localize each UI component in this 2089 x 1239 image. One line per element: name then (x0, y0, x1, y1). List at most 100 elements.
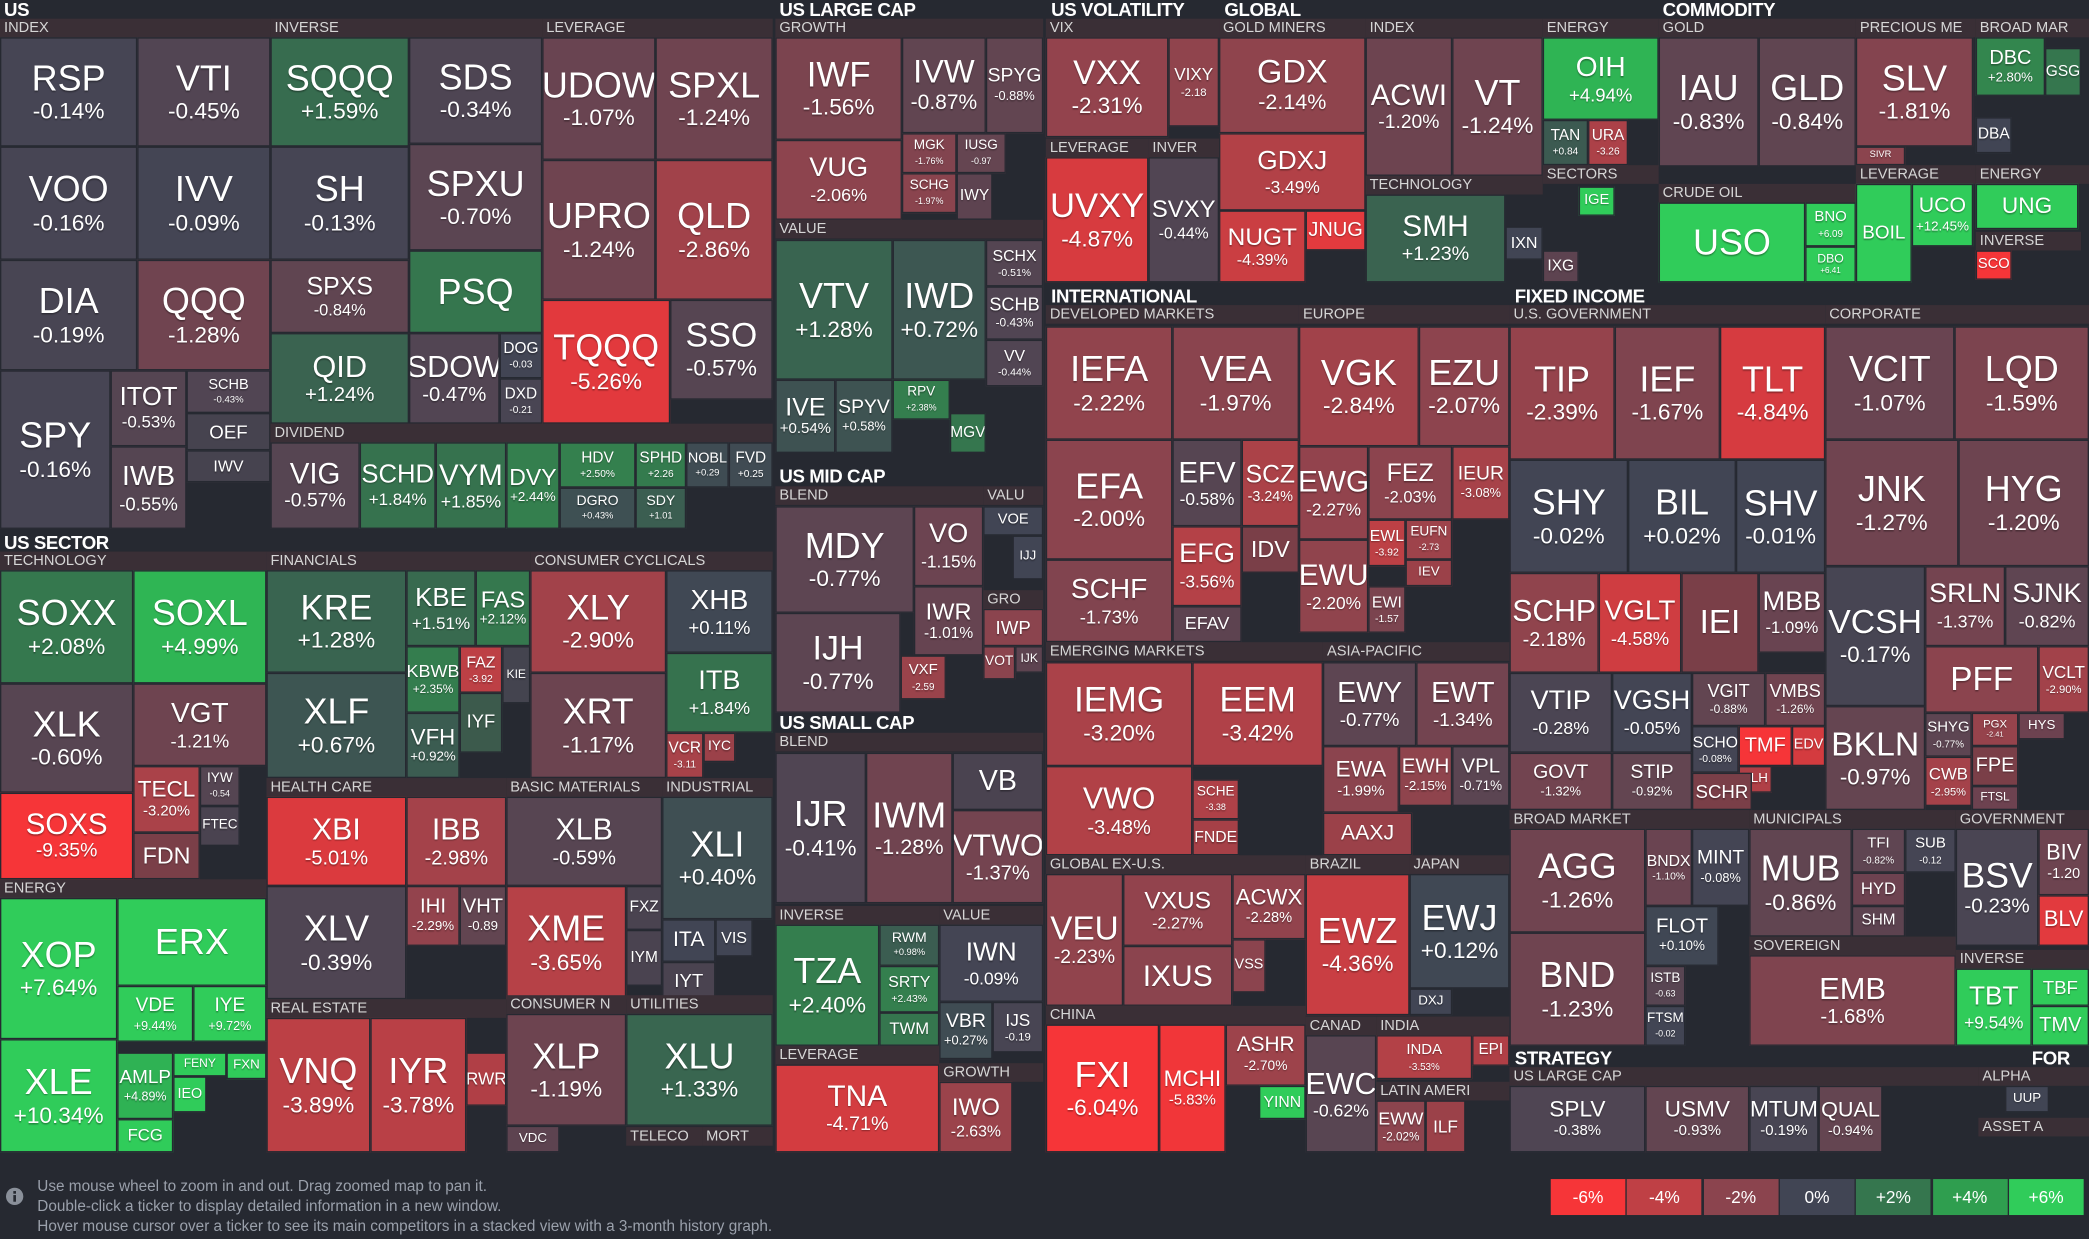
ticker-tile[interactable]: FTSL (1971, 786, 2019, 811)
ticker-tile[interactable]: DIA -0.19% (0, 259, 138, 371)
ticker-tile[interactable]: SPYG -0.88% (985, 37, 1044, 134)
ticker-tile[interactable]: BIL +0.02% (1628, 459, 1736, 573)
ticker-tile[interactable]: IWM -1.28% (865, 752, 953, 904)
ticker-tile[interactable]: FDN (133, 832, 200, 880)
ticker-tile[interactable]: SOXL +4.99% (133, 570, 267, 684)
ticker-tile[interactable]: XHB +0.11% (666, 570, 773, 653)
ticker-tile[interactable]: SCHG -1.97% (901, 173, 957, 214)
ticker-tile[interactable]: VPL -0.71% (1452, 746, 1510, 807)
ticker-tile[interactable]: IWP (983, 608, 1044, 647)
ticker-tile[interactable]: VHT -0.89 (459, 885, 507, 946)
ticker-tile[interactable]: RWR (466, 1052, 507, 1106)
ticker-tile[interactable]: SH -0.13% (270, 146, 410, 260)
ticker-tile[interactable]: SPY -0.16% (0, 370, 111, 529)
ticker-tile[interactable]: EFG -3.56% (1172, 526, 1242, 607)
ticker-tile[interactable]: IVE +0.54% (775, 379, 836, 453)
ticker-tile[interactable]: IYF (459, 692, 503, 753)
ticker-tile[interactable]: SDS -0.34% (409, 37, 543, 144)
ticker-tile[interactable]: VB (952, 752, 1044, 811)
ticker-tile[interactable]: TZA +2.40% (775, 924, 880, 1046)
ticker-tile[interactable]: SDOW -0.47% (409, 333, 500, 424)
ticker-tile[interactable]: IEV (1405, 559, 1453, 587)
ticker-tile[interactable]: IHI -2.29% (406, 885, 460, 946)
ticker-tile[interactable]: QQQ -1.28% (137, 259, 271, 371)
ticker-tile[interactable]: QID +1.24% (270, 333, 410, 424)
ticker-tile[interactable]: MGK -1.76% (901, 133, 957, 174)
ticker-tile[interactable]: VCIT -1.07% (1825, 326, 1955, 440)
ticker-tile[interactable]: FAZ -3.92 (459, 646, 503, 693)
ticker-tile[interactable]: ASHR -2.70% (1225, 1024, 1306, 1086)
ticker-tile[interactable]: VYM +1.85% (435, 442, 507, 529)
ticker-tile[interactable]: EMB -1.68% (1749, 955, 1956, 1046)
ticker-tile[interactable]: ACWI -1.20% (1365, 37, 1453, 176)
ticker-tile[interactable]: TNA -4.71% (775, 1064, 940, 1153)
ticker-tile[interactable]: VXUS -2.27% (1123, 873, 1233, 946)
ticker-tile[interactable]: RSP -0.14% (0, 37, 138, 147)
ticker-tile[interactable]: VDE +9.44% (117, 985, 194, 1042)
ticker-tile[interactable]: SOXX +2.08% (0, 570, 134, 684)
ticker-tile[interactable]: EPI (1472, 1035, 1510, 1066)
ticker-tile[interactable]: SSO -0.57% (670, 299, 773, 400)
ticker-tile[interactable]: VIG -0.57% (270, 442, 360, 529)
ticker-tile[interactable]: DBC +2.80% (1975, 37, 2046, 96)
ticker-tile[interactable]: SCO (1975, 250, 2012, 280)
ticker-tile[interactable]: VEA -1.97% (1172, 326, 1299, 440)
ticker-tile[interactable]: IYW -0.54 (199, 766, 240, 807)
ticker-tile[interactable]: USO (1658, 202, 1806, 283)
ticker-tile[interactable]: SDY +1.01 (635, 487, 687, 529)
ticker-tile[interactable]: EZU -2.07% (1418, 326, 1510, 447)
ticker-tile[interactable]: IEUR -3.08% (1452, 446, 1510, 520)
ticker-tile[interactable]: DVY +2.44% (506, 442, 560, 529)
ticker-tile[interactable]: IWY (956, 173, 993, 220)
ticker-tile[interactable]: HYD (1851, 872, 1906, 906)
ticker-tile[interactable]: TBT +9.54% (1955, 968, 2032, 1046)
ticker-tile[interactable]: IYE +9.72% (193, 985, 267, 1042)
ticker-tile[interactable]: GDX -2.14% (1219, 37, 1366, 134)
ticker-tile[interactable]: SHY -0.02% (1509, 459, 1629, 573)
ticker-tile[interactable]: VXF -2.59 (900, 655, 946, 700)
ticker-tile[interactable]: IYR -3.78% (370, 1017, 467, 1153)
ticker-tile[interactable]: XLE +10.34% (0, 1039, 118, 1153)
ticker-tile[interactable]: EFV -0.58% (1172, 439, 1242, 527)
ticker-tile[interactable]: IEI (1681, 572, 1759, 673)
ticker-tile[interactable]: JNUG (1305, 210, 1366, 251)
ticker-tile[interactable]: EWZ -4.36% (1305, 873, 1410, 1016)
ticker-tile[interactable]: EWC -0.62% (1305, 1035, 1377, 1153)
ticker-tile[interactable]: VNQ -3.89% (266, 1017, 371, 1153)
ticker-tile[interactable]: IEMG -3.20% (1045, 662, 1193, 767)
ticker-tile[interactable]: KIE (502, 646, 531, 704)
ticker-tile[interactable]: IEO (173, 1076, 207, 1113)
ticker-tile[interactable]: TECL -3.20% (133, 766, 200, 833)
ticker-tile[interactable]: VGT -1.21% (133, 683, 267, 767)
ticker-tile[interactable]: HDV +2.50% (559, 442, 636, 488)
ticker-tile[interactable]: EWU -2.20% (1298, 539, 1369, 633)
ticker-tile[interactable]: TLT -4.84% (1719, 326, 1826, 460)
ticker-tile[interactable]: INDA -3.53% (1376, 1035, 1473, 1080)
ticker-tile[interactable]: IYT (662, 961, 716, 1000)
ticker-tile[interactable]: AGG -1.26% (1509, 828, 1646, 933)
ticker-tile[interactable]: ISTB -0.63 (1645, 965, 1686, 1006)
ticker-tile[interactable]: GDXJ -3.49% (1219, 133, 1366, 211)
ticker-tile[interactable]: TAN +0.84 (1542, 119, 1589, 166)
ticker-tile[interactable]: FLOT +0.10% (1645, 905, 1719, 966)
ticker-tile[interactable]: SPYV +0.58% (835, 379, 893, 453)
ticker-tile[interactable]: VGLT -4.58% (1598, 572, 1682, 673)
ticker-tile[interactable]: PSQ (409, 250, 543, 334)
ticker-tile[interactable]: TBF (2031, 968, 2089, 1006)
ticker-tile[interactable]: XBI -5.01% (266, 796, 407, 886)
ticker-tile[interactable]: IYC (703, 732, 736, 763)
ticker-tile[interactable]: SCHD +1.84% (359, 442, 436, 529)
ticker-tile[interactable]: XLP -1.19% (506, 1013, 627, 1126)
ticker-tile[interactable]: XLI +0.40% (662, 796, 773, 920)
ticker-tile[interactable]: IJJ (1012, 535, 1044, 580)
ticker-tile[interactable]: LQD -1.59% (1954, 326, 2089, 440)
ticker-tile[interactable]: VGSH -0.05% (1612, 672, 1692, 753)
ticker-tile[interactable]: VO -1.15% (913, 506, 984, 587)
ticker-tile[interactable]: GLD -0.84% (1758, 37, 1856, 167)
ticker-tile[interactable]: UDOW -1.07% (542, 37, 656, 160)
ticker-tile[interactable]: HYG -1.20% (1958, 439, 2089, 567)
ticker-tile[interactable]: SMH +1.23% (1365, 194, 1506, 283)
ticker-tile[interactable]: IBB -2.98% (406, 796, 507, 886)
ticker-tile[interactable]: UVXY -4.87% (1045, 157, 1149, 283)
ticker-tile[interactable]: MUB -0.86% (1749, 828, 1852, 937)
